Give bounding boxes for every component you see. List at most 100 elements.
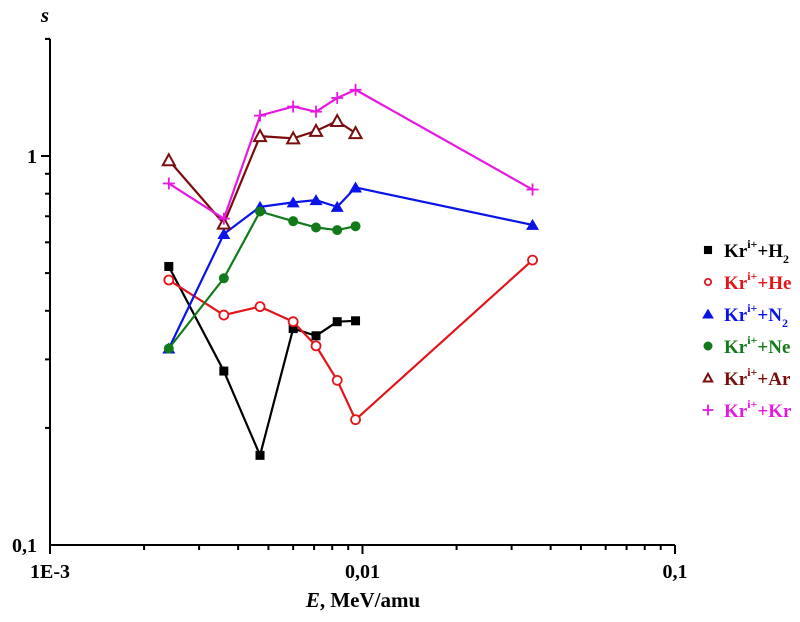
- legend-label-sub: 2: [782, 316, 788, 330]
- series-layer: [161, 83, 540, 460]
- legend-label-rest: +Ne: [757, 337, 790, 358]
- legend-label-rest: +H: [757, 241, 783, 262]
- marker-open-circle: [331, 374, 343, 386]
- marker-filled-circle: [288, 216, 299, 227]
- legend-item: Kri++N2: [702, 301, 788, 330]
- y-tick-label: 0,1: [12, 535, 37, 557]
- marker-plus: [287, 100, 300, 113]
- marker-filled-triangle: [349, 181, 363, 193]
- marker-square: [311, 331, 321, 341]
- marker-open-circle: [163, 274, 175, 286]
- marker-square: [164, 261, 174, 271]
- marker-filled-triangle: [217, 228, 231, 240]
- axes: 1E-3 0,01 0,1 0,1 1: [12, 37, 688, 583]
- legend: Kri++H2Kri++HeKri++N2Kri++NeKri++ArKri++…: [702, 237, 792, 422]
- marker-plus: [526, 183, 539, 196]
- legend-label-base: Kr: [724, 401, 748, 422]
- marker-filled-triangle: [526, 218, 540, 230]
- marker-filled-triangle: [330, 200, 344, 212]
- x-tick-label: 0,1: [663, 561, 688, 583]
- series-n2: [162, 181, 540, 354]
- x-tick-label: 0,01: [345, 561, 380, 583]
- series-kr: [162, 83, 539, 225]
- marker-plus: [254, 109, 267, 122]
- marker-open-circle: [703, 277, 713, 287]
- legend-label-base: Kr: [724, 305, 748, 326]
- marker-open-triangle: [161, 152, 177, 167]
- legend-label-base: Kr: [724, 369, 748, 390]
- marker-filled-circle: [163, 343, 174, 354]
- series-h2: [164, 261, 361, 460]
- marker-open-triangle: [347, 125, 364, 140]
- marker-open-triangle: [252, 128, 268, 143]
- series-ne: [163, 206, 361, 354]
- legend-label-sup: i+: [747, 301, 757, 315]
- series-line: [167, 186, 533, 349]
- marker-plus: [349, 83, 362, 96]
- marker-open-circle: [310, 340, 322, 352]
- legend-label-base: Kr: [724, 273, 748, 294]
- series-line: [168, 259, 534, 421]
- marker-open-triangle: [308, 122, 324, 137]
- marker-square: [288, 324, 298, 334]
- legend-item: Kri++Kr: [702, 397, 792, 422]
- marker-open-triangle: [285, 130, 301, 145]
- legend-item: Kri++Ar: [702, 365, 791, 390]
- marker-plus: [702, 404, 714, 416]
- series-line: [168, 88, 534, 220]
- legend-label-base: Kr: [724, 241, 748, 262]
- marker-filled-circle: [255, 206, 266, 217]
- legend-label-rest: +N: [757, 305, 782, 326]
- legend-item: Kri++H2: [703, 237, 789, 266]
- marker-filled-circle: [332, 225, 343, 236]
- legend-item: Kri++He: [703, 269, 791, 294]
- marker-open-circle: [350, 414, 361, 426]
- marker-filled-circle: [218, 273, 229, 284]
- legend-label: Kri++He: [724, 269, 791, 294]
- legend-label-sup: i+: [747, 365, 757, 379]
- marker-square: [332, 317, 342, 327]
- series-line: [167, 265, 356, 457]
- marker-open-circle: [527, 254, 538, 266]
- x-axis-title: E, MeV/amu: [305, 588, 421, 612]
- marker-filled-triangle: [309, 194, 323, 206]
- legend-label-rest: +Kr: [757, 401, 792, 422]
- legend-label: Kri++N2: [724, 301, 788, 330]
- marker-square: [703, 245, 713, 255]
- legend-item: Kri++Ne: [703, 333, 790, 358]
- legend-label-sup: i+: [747, 269, 757, 283]
- marker-plus: [217, 212, 230, 225]
- legend-label-sub: 2: [783, 252, 789, 266]
- legend-label-rest: +Ar: [757, 369, 791, 390]
- y-tick-label: 1: [27, 146, 37, 168]
- marker-filled-circle: [703, 341, 713, 351]
- marker-filled-triangle: [286, 196, 300, 208]
- marker-plus: [162, 177, 175, 190]
- marker-plus: [331, 91, 344, 104]
- marker-square: [255, 450, 265, 460]
- legend-label: Kri++Ar: [724, 365, 791, 390]
- legend-label: Kri++Ne: [724, 333, 790, 358]
- marker-open-circle: [218, 309, 230, 321]
- marker-open-circle: [287, 316, 299, 328]
- legend-label-rest: +He: [757, 273, 791, 294]
- legend-label-sup: i+: [747, 237, 757, 251]
- marker-plus: [310, 105, 323, 118]
- legend-label: Kri++Kr: [724, 397, 792, 422]
- legend-label: Kri++H2: [724, 237, 789, 266]
- marker-open-circle: [254, 301, 266, 313]
- x-tick-label: 1E-3: [30, 561, 70, 583]
- marker-filled-circle: [311, 222, 322, 233]
- x-axis-title-symbol: E: [305, 588, 320, 612]
- x-axis-title-unit: , MeV/amu: [320, 588, 421, 612]
- marker-square: [351, 316, 361, 326]
- marker-filled-circle: [350, 221, 361, 232]
- marker-open-triangle: [702, 371, 714, 383]
- legend-label-sup: i+: [747, 333, 757, 347]
- marker-open-triangle: [329, 112, 345, 128]
- series-he: [163, 254, 538, 426]
- legend-label-sup: i+: [747, 397, 757, 411]
- marker-square: [219, 366, 229, 376]
- legend-label-base: Kr: [724, 337, 748, 358]
